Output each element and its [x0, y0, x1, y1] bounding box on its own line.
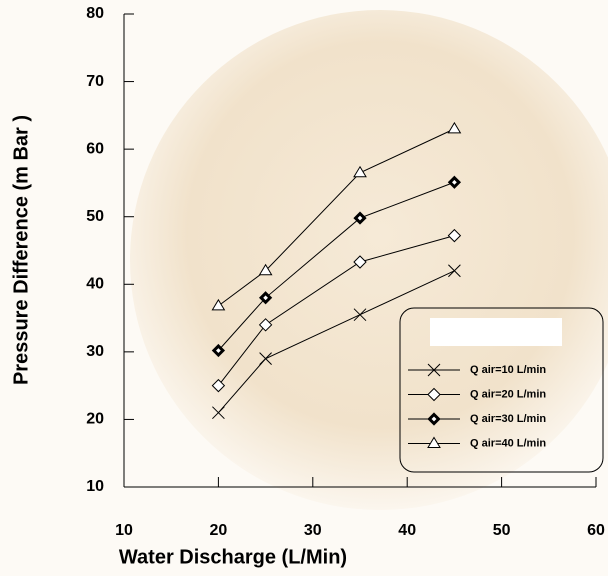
x-tick-label: 40 [398, 522, 416, 539]
marker [211, 378, 226, 393]
legend-label: Q air=40 L/min [470, 437, 546, 449]
marker [258, 291, 273, 305]
x-tick-label: 60 [587, 522, 605, 539]
x-tick-label: 10 [115, 522, 133, 539]
y-tick-label: 10 [86, 478, 104, 495]
y-tick-label: 70 [86, 73, 104, 90]
marker [447, 228, 462, 243]
x-axis-label: Water Discharge (L/Min) [119, 546, 347, 568]
legend-marker [427, 387, 441, 402]
legend-label: Q air=30 L/min [470, 413, 546, 425]
x-tick-label: 20 [210, 522, 228, 539]
y-axis-label: Pressure Difference (m Bar ) [10, 115, 32, 385]
legend-box [399, 307, 604, 473]
marker [447, 121, 462, 134]
legend-marker [427, 436, 441, 448]
x-tick-label: 30 [304, 522, 322, 539]
legend-label: Q air=20 L/min [470, 388, 546, 400]
legend-marker [427, 363, 441, 377]
marker [211, 298, 226, 311]
marker [212, 406, 225, 420]
y-tick-label: 40 [86, 276, 104, 293]
marker [353, 211, 367, 225]
y-tick-label: 50 [86, 208, 104, 225]
legend-blank [430, 318, 562, 346]
legend-label: Q air=10 L/min [470, 364, 546, 376]
marker [353, 165, 367, 178]
marker [353, 255, 367, 269]
y-tick-label: 80 [86, 5, 104, 22]
marker [258, 263, 273, 276]
series-line [218, 235, 455, 386]
x-tick-label: 50 [493, 522, 511, 539]
series-line [218, 181, 455, 351]
y-tick-label: 20 [86, 411, 104, 428]
marker [447, 175, 462, 189]
marker [259, 352, 272, 365]
globe-watermark [130, 10, 608, 510]
y-tick-label: 60 [86, 140, 104, 157]
marker [258, 318, 273, 332]
series-line [218, 128, 455, 307]
series-line [218, 270, 455, 413]
marker [353, 308, 367, 322]
legend-marker [427, 412, 441, 426]
marker [448, 264, 461, 278]
y-tick-label: 30 [86, 343, 104, 360]
marker [211, 343, 226, 358]
